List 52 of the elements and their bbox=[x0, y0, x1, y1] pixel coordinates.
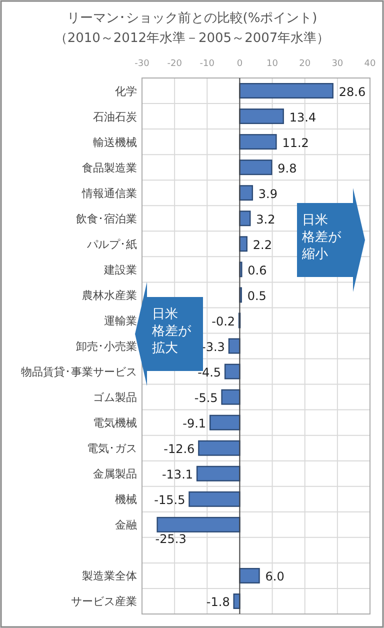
x-tick-label: 20 bbox=[299, 59, 311, 69]
data-label: 13.4 bbox=[289, 110, 316, 124]
x-tick-label: 30 bbox=[332, 59, 344, 69]
data-label: 11.2 bbox=[282, 136, 309, 150]
data-label: -13.1 bbox=[162, 468, 194, 482]
y-tick-label: 飲食･宿泊業 bbox=[76, 212, 137, 226]
y-tick-label: 建設業 bbox=[103, 263, 137, 276]
y-tick-label: 化学 bbox=[115, 84, 137, 98]
annotation: 日米格差が縮小 bbox=[301, 213, 342, 262]
y-tick-label: 金融 bbox=[115, 518, 137, 532]
y-tick-label: 金属製品 bbox=[93, 468, 137, 481]
annotation: 日米格差が拡大 bbox=[151, 307, 192, 356]
data-label: 0.5 bbox=[247, 288, 266, 303]
y-tick-label: 食品製造業 bbox=[82, 161, 137, 174]
data-label: 28.6 bbox=[338, 84, 366, 99]
x-tick-label: -10 bbox=[200, 59, 215, 69]
y-tick-label: 機械 bbox=[115, 493, 137, 506]
data-label: -1.8 bbox=[206, 595, 230, 610]
data-label: 2.2 bbox=[252, 238, 272, 252]
chart-title: リーマン･ショック前との比較(%ポイント) bbox=[66, 11, 318, 26]
y-tick-label: 物品賃貸･事業サービス bbox=[21, 366, 137, 379]
y-tick-label: 電気･ガス bbox=[87, 442, 137, 456]
chart-subtitle: （2010～2012年水準－2005～2007年水準） bbox=[54, 31, 330, 46]
data-label: -4.5 bbox=[198, 366, 222, 380]
data-label: -9.1 bbox=[182, 416, 206, 431]
data-label: -12.6 bbox=[164, 442, 195, 456]
data-label: -15.5 bbox=[154, 493, 186, 508]
x-tick-label: -30 bbox=[134, 59, 150, 69]
y-tick-label: パルプ･紙 bbox=[86, 238, 137, 251]
data-label: -0.2 bbox=[212, 314, 236, 328]
data-label: -25.3 bbox=[155, 532, 186, 546]
data-label: 6.0 bbox=[265, 570, 284, 584]
y-tick-label: 輸送機械 bbox=[93, 136, 137, 149]
x-tick-label: -20 bbox=[167, 59, 182, 69]
y-tick-label: 運輸業 bbox=[104, 314, 137, 328]
y-tick-label: 農林水産業 bbox=[82, 288, 137, 302]
y-tick-label: 製造業全体 bbox=[82, 570, 137, 583]
x-tick-label: 10 bbox=[266, 59, 278, 69]
x-tick-label: 0 bbox=[236, 59, 243, 69]
data-label: -5.5 bbox=[194, 391, 218, 406]
y-tick-label: サービス産業 bbox=[71, 595, 137, 608]
data-label: 0.6 bbox=[248, 263, 267, 278]
data-label: 9.8 bbox=[278, 161, 297, 176]
data-label: -3.3 bbox=[202, 340, 225, 354]
data-label: 3.2 bbox=[256, 212, 276, 226]
y-tick-label: 卸売･小売業 bbox=[76, 340, 137, 353]
y-tick-label: ゴム製品 bbox=[93, 391, 137, 404]
y-tick-label: 電気機械 bbox=[93, 416, 137, 430]
y-tick-label: 情報通信業 bbox=[81, 186, 137, 200]
data-label: 3.9 bbox=[258, 186, 278, 201]
y-tick-label: 石油石炭 bbox=[93, 110, 137, 124]
x-tick-label: 40 bbox=[364, 59, 376, 69]
